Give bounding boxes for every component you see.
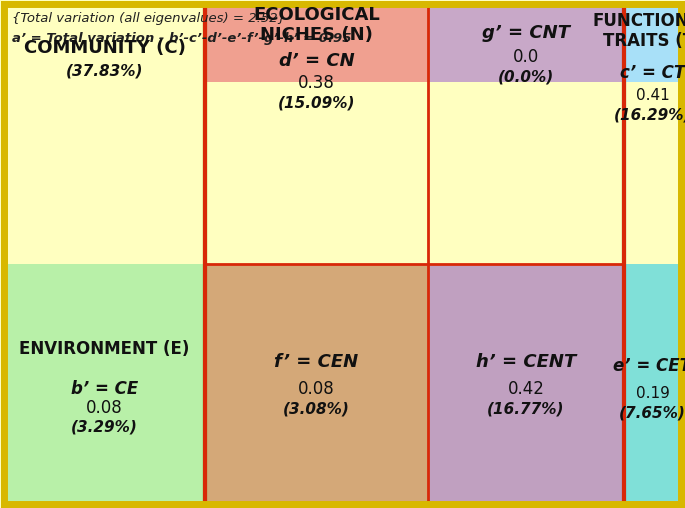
Text: f’ = CEN: f’ = CEN <box>275 353 359 371</box>
Text: NICHES (​N​): NICHES (​N​) <box>260 26 373 44</box>
Bar <box>624 264 681 504</box>
Text: (37.83%): (37.83%) <box>66 64 143 79</box>
Text: 0.08: 0.08 <box>86 399 123 417</box>
Text: 0.42: 0.42 <box>508 380 545 398</box>
Text: TRAITS (​T​): TRAITS (​T​) <box>603 32 685 50</box>
Text: COMMUNITY (C): COMMUNITY (C) <box>23 39 186 57</box>
Text: FUNCTIONAL: FUNCTIONAL <box>593 12 685 30</box>
Text: e’ = CET: e’ = CET <box>614 357 685 375</box>
Bar <box>624 4 681 82</box>
Text: 0.08: 0.08 <box>298 380 335 398</box>
Bar <box>205 264 428 504</box>
Text: c’ = CT: c’ = CT <box>620 64 685 82</box>
Text: (16.29%): (16.29%) <box>614 108 685 122</box>
Text: d’ = CN: d’ = CN <box>279 52 354 70</box>
Text: (15.09%): (15.09%) <box>277 96 356 111</box>
Bar <box>205 4 428 82</box>
Text: b’ = CE: b’ = CE <box>71 380 138 398</box>
Bar <box>205 4 624 504</box>
Text: 0.0: 0.0 <box>513 48 539 66</box>
Bar <box>428 4 624 82</box>
Text: h’ = CENT: h’ = CENT <box>476 353 576 371</box>
Text: (16.77%): (16.77%) <box>487 401 564 417</box>
Bar <box>624 4 681 504</box>
Bar <box>4 264 205 504</box>
Text: {Total variation (all eigenvalues) = 2.52}: {Total variation (all eigenvalues) = 2.5… <box>12 12 286 25</box>
Text: 0.19: 0.19 <box>636 387 669 401</box>
Text: 0.41: 0.41 <box>636 88 669 104</box>
Text: (7.65%): (7.65%) <box>619 405 685 421</box>
Text: a’ = Total variation - b’-c’-d’-e’-f’-g’-h’ = 0.95: a’ = Total variation - b’-c’-d’-e’-f’-g’… <box>12 32 351 45</box>
Text: (0.0%): (0.0%) <box>498 70 554 84</box>
Text: g’ = CNT: g’ = CNT <box>482 24 570 42</box>
Text: (3.08%): (3.08%) <box>283 401 350 417</box>
Text: (3.29%): (3.29%) <box>71 420 138 434</box>
Bar <box>4 4 205 82</box>
Bar <box>428 264 624 504</box>
Text: ENVIRONMENT (E): ENVIRONMENT (E) <box>19 340 190 358</box>
Text: 0.38: 0.38 <box>298 74 335 92</box>
Bar <box>4 4 205 504</box>
Text: ECOLOGICAL: ECOLOGICAL <box>253 6 380 24</box>
